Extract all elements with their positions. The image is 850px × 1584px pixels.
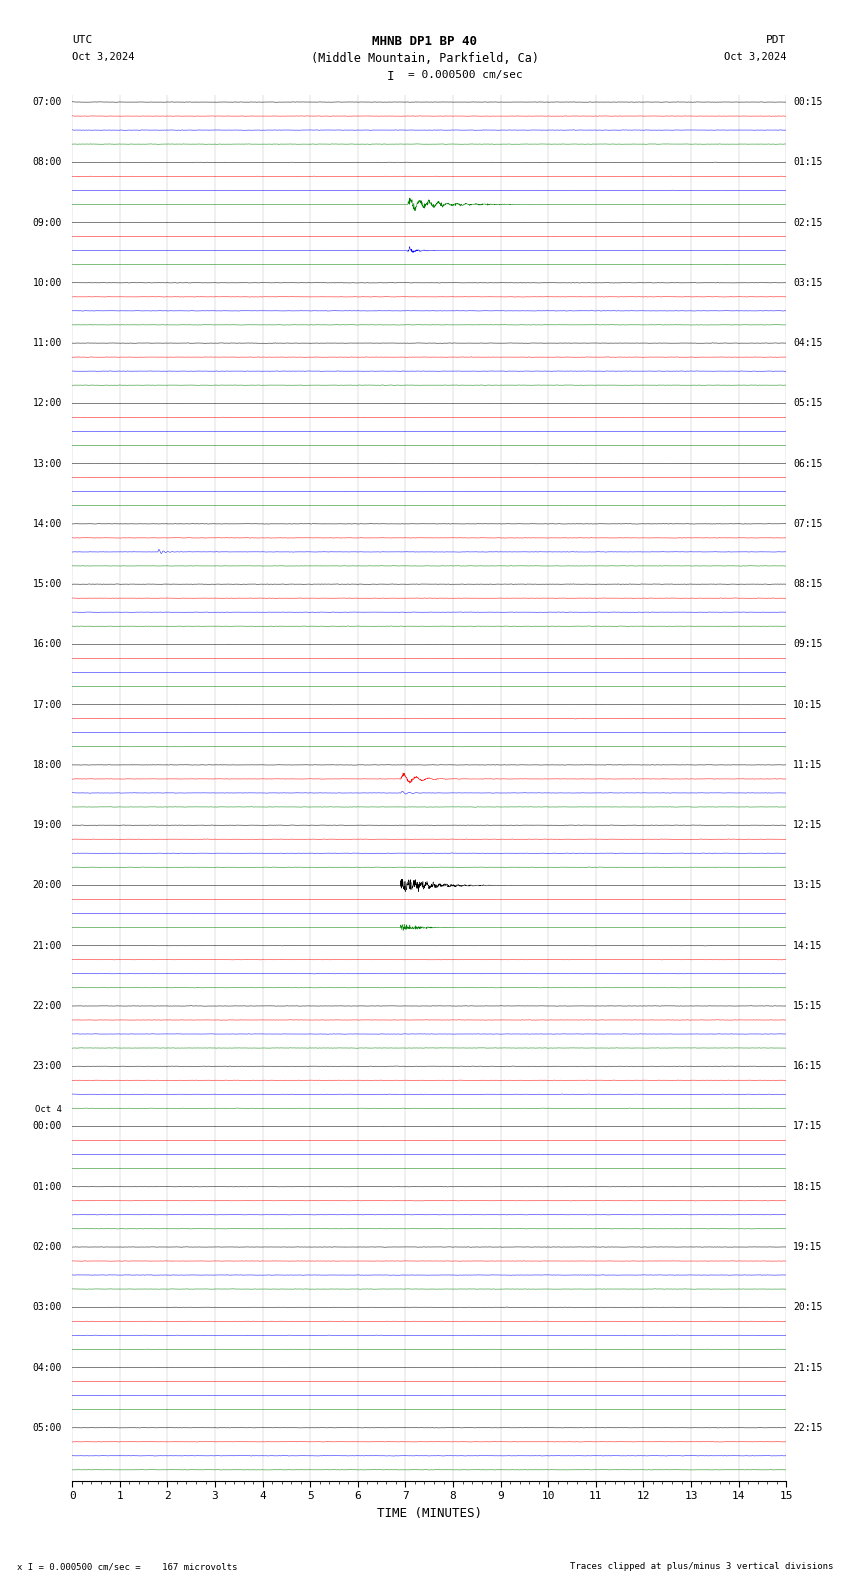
Text: 08:15: 08:15 [793, 580, 823, 589]
Text: 07:15: 07:15 [793, 520, 823, 529]
Text: 01:15: 01:15 [793, 157, 823, 168]
Text: 19:00: 19:00 [32, 821, 62, 830]
Text: 10:00: 10:00 [32, 277, 62, 288]
Text: 10:15: 10:15 [793, 700, 823, 710]
Text: 00:15: 00:15 [793, 97, 823, 108]
Text: 20:00: 20:00 [32, 881, 62, 890]
Text: 11:15: 11:15 [793, 760, 823, 770]
Text: 07:00: 07:00 [32, 97, 62, 108]
Text: 17:15: 17:15 [793, 1121, 823, 1131]
Text: MHNB DP1 BP 40: MHNB DP1 BP 40 [372, 35, 478, 48]
Text: 05:15: 05:15 [793, 398, 823, 409]
Text: 12:15: 12:15 [793, 821, 823, 830]
Text: 21:15: 21:15 [793, 1362, 823, 1372]
Text: 02:15: 02:15 [793, 217, 823, 228]
Text: 20:15: 20:15 [793, 1302, 823, 1312]
Text: 01:00: 01:00 [32, 1182, 62, 1191]
Text: Oct 4: Oct 4 [35, 1104, 62, 1114]
Text: PDT: PDT [766, 35, 786, 44]
Text: 15:15: 15:15 [793, 1001, 823, 1011]
Text: 11:00: 11:00 [32, 337, 62, 348]
Text: 18:00: 18:00 [32, 760, 62, 770]
Text: x I = 0.000500 cm/sec =    167 microvolts: x I = 0.000500 cm/sec = 167 microvolts [17, 1562, 237, 1571]
Text: 23:00: 23:00 [32, 1061, 62, 1071]
Text: 12:00: 12:00 [32, 398, 62, 409]
Text: 16:00: 16:00 [32, 640, 62, 649]
Text: 18:15: 18:15 [793, 1182, 823, 1191]
Text: 15:00: 15:00 [32, 580, 62, 589]
Text: 17:00: 17:00 [32, 700, 62, 710]
Text: UTC: UTC [72, 35, 93, 44]
Text: Traces clipped at plus/minus 3 vertical divisions: Traces clipped at plus/minus 3 vertical … [570, 1562, 833, 1571]
Text: 08:00: 08:00 [32, 157, 62, 168]
Text: I: I [388, 70, 394, 82]
Text: 22:15: 22:15 [793, 1422, 823, 1434]
Text: Oct 3,2024: Oct 3,2024 [723, 52, 786, 62]
Text: 00:00: 00:00 [32, 1121, 62, 1131]
Text: 02:00: 02:00 [32, 1242, 62, 1251]
Text: 21:00: 21:00 [32, 941, 62, 950]
Text: 03:00: 03:00 [32, 1302, 62, 1312]
Text: (Middle Mountain, Parkfield, Ca): (Middle Mountain, Parkfield, Ca) [311, 52, 539, 65]
Text: = 0.000500 cm/sec: = 0.000500 cm/sec [408, 70, 523, 79]
X-axis label: TIME (MINUTES): TIME (MINUTES) [377, 1506, 482, 1521]
Text: 04:00: 04:00 [32, 1362, 62, 1372]
Text: 14:00: 14:00 [32, 520, 62, 529]
Text: 03:15: 03:15 [793, 277, 823, 288]
Text: 05:00: 05:00 [32, 1422, 62, 1434]
Text: 16:15: 16:15 [793, 1061, 823, 1071]
Text: 22:00: 22:00 [32, 1001, 62, 1011]
Text: 19:15: 19:15 [793, 1242, 823, 1251]
Text: 06:15: 06:15 [793, 459, 823, 469]
Text: 14:15: 14:15 [793, 941, 823, 950]
Text: 13:00: 13:00 [32, 459, 62, 469]
Text: 13:15: 13:15 [793, 881, 823, 890]
Text: 04:15: 04:15 [793, 337, 823, 348]
Text: 09:15: 09:15 [793, 640, 823, 649]
Text: Oct 3,2024: Oct 3,2024 [72, 52, 135, 62]
Text: 09:00: 09:00 [32, 217, 62, 228]
